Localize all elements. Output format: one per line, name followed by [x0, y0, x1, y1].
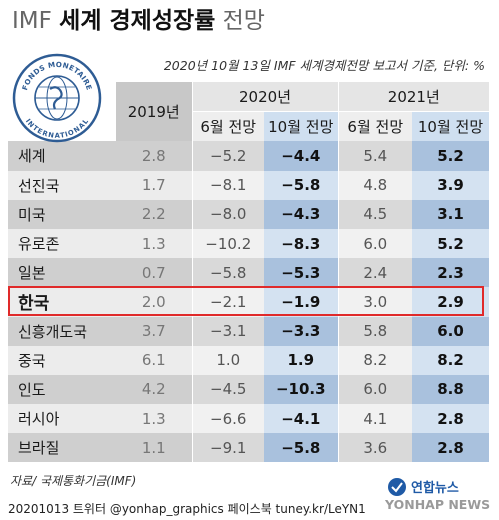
cell-jun2021: 8.2	[337, 345, 413, 375]
cell-oct2020: −4.1	[264, 404, 339, 434]
cell-oct2020: −8.3	[264, 228, 339, 259]
cell-v2019: 1.3	[116, 228, 192, 259]
header-2021: 2021년	[337, 82, 490, 113]
title-part-2: 세계 경제성장률	[59, 8, 216, 34]
table-row: 중국 6.1 1.0 1.9 8.2 8.2	[8, 345, 490, 375]
table-row: 유로존 1.3 −10.2 −8.3 6.0 5.2	[8, 228, 490, 259]
header-2021-oct: 10월 전망	[412, 111, 490, 142]
cell-oct2020: 1.9	[264, 345, 339, 375]
cell-jun2021: 6.0	[337, 374, 413, 405]
cell-jun2020: −6.6	[191, 404, 264, 434]
row-label: 인도	[8, 374, 116, 405]
cell-jun2020: 1.0	[191, 345, 264, 375]
page-title: IMF 세계 경제성장률 전망	[12, 6, 265, 36]
cell-jun2020: −8.1	[191, 170, 264, 200]
cell-jun2020: −2.1	[191, 287, 264, 317]
row-label: 일본	[8, 258, 116, 288]
cell-oct2021: 5.2	[412, 228, 490, 259]
table-row: 신흥개도국 3.7 −3.1 −3.3 5.8 6.0	[8, 316, 490, 346]
row-label: 선진국	[8, 170, 116, 200]
header-2020-june: 6월 전망	[191, 111, 264, 142]
cell-jun2020: −10.2	[191, 228, 264, 259]
cell-jun2021: 3.6	[337, 433, 413, 463]
source-note: 자료/ 국제통화기금(IMF)	[10, 474, 137, 488]
row-label: 러시아	[8, 404, 116, 434]
header-row-years: 2019년 2020년 2021년	[8, 82, 490, 142]
cell-oct2021: 6.0	[412, 316, 490, 346]
table-row: 인도 4.2 −4.5 −10.3 6.0 8.8	[8, 374, 490, 405]
cell-jun2021: 5.4	[337, 141, 413, 171]
cell-oct2021: 5.2	[412, 141, 490, 171]
cell-v2019: 1.7	[116, 170, 192, 200]
cell-oct2021: 3.9	[412, 170, 490, 200]
cell-jun2020: −5.8	[191, 258, 264, 288]
header-2019: 2019년	[116, 82, 192, 142]
cell-oct2021: 2.9	[412, 287, 490, 317]
table-row: 러시아 1.3 −6.6 −4.1 4.1 2.8	[8, 404, 490, 434]
row-label: 유로존	[8, 228, 116, 259]
cell-oct2020: −4.3	[264, 199, 339, 229]
row-label: 미국	[8, 199, 116, 229]
footer-credits: 20201013 트위터 @yonhap_graphics 페이스북 tuney…	[8, 502, 366, 516]
cell-v2019: 4.2	[116, 374, 192, 405]
header-2020: 2020년	[191, 82, 339, 113]
cell-jun2020: −8.0	[191, 199, 264, 229]
yonhap-news-logo: 연합뉴스 YONHAP NEWS	[384, 478, 490, 512]
logo-english: YONHAP NEWS	[384, 497, 490, 512]
cell-oct2020: −5.8	[264, 170, 339, 200]
cell-v2019: 2.8	[116, 141, 192, 171]
korea-highlight-box	[8, 286, 484, 316]
cell-oct2021: 2.8	[412, 404, 490, 434]
cell-oct2021: 8.8	[412, 374, 490, 405]
cell-v2019: 1.3	[116, 404, 192, 434]
cell-oct2021: 3.1	[412, 199, 490, 229]
logo-korean: 연합뉴스	[411, 480, 459, 496]
cell-jun2021: 4.8	[337, 170, 413, 200]
subtitle: 2020년 10월 13일 IMF 세계경제전망 보고서 기준, 단위: %	[163, 58, 485, 73]
cell-oct2021: 8.2	[412, 345, 490, 375]
header-2020-oct: 10월 전망	[264, 111, 339, 142]
title-part-1: IMF	[12, 8, 52, 34]
cell-v2019: 3.7	[116, 316, 192, 346]
table-row: 일본 0.7 −5.8 −5.3 2.4 2.3	[8, 258, 490, 288]
cell-oct2020: −5.8	[264, 433, 339, 463]
table-row: 한국 2.0 −2.1 −1.9 3.0 2.9	[8, 287, 490, 317]
cell-oct2021: 2.3	[412, 258, 490, 288]
table-row: 브라질 1.1 −9.1 −5.8 3.6 2.8	[8, 433, 490, 463]
cell-oct2020: −3.3	[264, 316, 339, 346]
cell-jun2021: 6.0	[337, 228, 413, 259]
header-2021-june: 6월 전망	[337, 111, 413, 142]
cell-v2019: 6.1	[116, 345, 192, 375]
row-label: 중국	[8, 345, 116, 375]
cell-jun2021: 3.0	[337, 287, 413, 317]
cell-jun2021: 2.4	[337, 258, 413, 288]
cell-oct2020: −10.3	[264, 374, 339, 405]
title-part-3: 전망	[222, 8, 265, 34]
row-label: 브라질	[8, 433, 116, 463]
table-row: 선진국 1.7 −8.1 −5.8 4.8 3.9	[8, 170, 490, 200]
cell-v2019: 1.1	[116, 433, 192, 463]
row-label: 한국	[8, 287, 116, 317]
cell-oct2020: −5.3	[264, 258, 339, 288]
table-row: 미국 2.2 −8.0 −4.3 4.5 3.1	[8, 199, 490, 229]
cell-oct2021: 2.8	[412, 433, 490, 463]
cell-oct2020: −4.4	[264, 141, 339, 171]
table-row: 세계 2.8 −5.2 −4.4 5.4 5.2	[8, 141, 490, 171]
cell-v2019: 0.7	[116, 258, 192, 288]
cell-v2019: 2.0	[116, 287, 192, 317]
imf-seal-icon: FONDS MONETAIRE INTERNATIONAL	[12, 53, 102, 143]
cell-oct2020: −1.9	[264, 287, 339, 317]
cell-jun2020: −9.1	[191, 433, 264, 463]
row-label: 세계	[8, 141, 116, 171]
header-row-subcols: 6월 전망 10월 전망 6월 전망 10월 전망	[8, 111, 490, 142]
growth-table: 2019년 2020년 2021년 6월 전망 10월 전망 6월 전망 10월…	[8, 82, 490, 463]
cell-jun2020: −3.1	[191, 316, 264, 346]
cell-v2019: 2.2	[116, 199, 192, 229]
cell-jun2020: −4.5	[191, 374, 264, 405]
cell-jun2021: 4.1	[337, 404, 413, 434]
cell-jun2021: 4.5	[337, 199, 413, 229]
cell-jun2020: −5.2	[191, 141, 264, 171]
row-label: 신흥개도국	[8, 316, 116, 346]
cell-jun2021: 5.8	[337, 316, 413, 346]
